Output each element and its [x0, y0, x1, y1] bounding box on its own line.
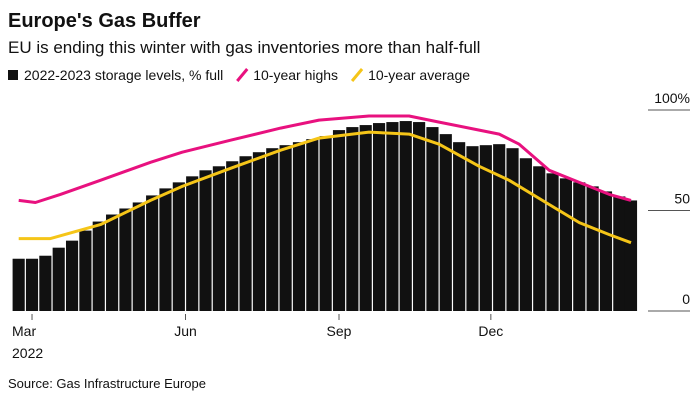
x-tick-label: Sep [327, 323, 352, 339]
bar [346, 127, 359, 312]
bar [439, 134, 452, 311]
x-tick-label: Dec [478, 323, 503, 339]
chart-subtitle: EU is ending this winter with gas invent… [8, 38, 480, 57]
bar [624, 200, 638, 311]
bar [426, 127, 439, 312]
bar [65, 240, 79, 311]
bar [519, 158, 532, 311]
bar [306, 139, 319, 311]
bar [92, 221, 105, 311]
legend-swatch [8, 70, 18, 80]
legend-swatch [236, 68, 249, 82]
bar [106, 214, 119, 311]
bar [399, 121, 412, 312]
bar [319, 136, 332, 311]
bar [226, 161, 239, 311]
y-tick-label: 50 [674, 191, 690, 207]
bar [613, 196, 626, 311]
bar [199, 170, 212, 311]
bar [186, 176, 199, 311]
bar [239, 156, 252, 311]
bar [132, 202, 145, 311]
bar [39, 255, 52, 311]
bar [466, 146, 479, 311]
bar [506, 148, 519, 311]
bar [252, 152, 266, 311]
legend-swatch [350, 68, 364, 82]
bar [146, 195, 159, 311]
bar [12, 258, 25, 311]
y-tick-label: 0 [682, 291, 690, 307]
y-tick-label: 100% [654, 90, 690, 106]
legend-label: 10-year average [368, 67, 470, 83]
bar [533, 166, 546, 311]
x-tick-label: Jun [174, 323, 197, 339]
bar [119, 208, 132, 311]
source: Source: Gas Infrastructure Europe [8, 376, 206, 391]
bar [559, 178, 572, 311]
legend-label: 10-year highs [253, 67, 338, 83]
chart-title: Europe's Gas Buffer [8, 10, 201, 32]
bar [332, 130, 346, 311]
bar [172, 182, 185, 311]
bar [599, 191, 613, 311]
bar [493, 144, 506, 311]
bar [453, 142, 466, 311]
bar [413, 122, 426, 311]
line [18, 130, 632, 245]
bar [359, 125, 372, 311]
bar [79, 230, 92, 311]
bar [25, 258, 39, 311]
legend-label: 2022-2023 storage levels, % full [24, 67, 223, 83]
x-year-label: 2022 [12, 345, 43, 361]
bar [586, 186, 599, 311]
bar [372, 123, 386, 311]
bar [212, 166, 225, 311]
line [18, 114, 632, 204]
bar [266, 148, 279, 311]
bar [479, 145, 492, 311]
bar [386, 122, 399, 311]
bar [52, 247, 65, 311]
bar [546, 173, 559, 311]
bar [159, 188, 172, 311]
bar [292, 142, 306, 311]
bar [279, 145, 292, 311]
bar [573, 182, 586, 311]
x-tick-label: Mar [12, 323, 36, 339]
